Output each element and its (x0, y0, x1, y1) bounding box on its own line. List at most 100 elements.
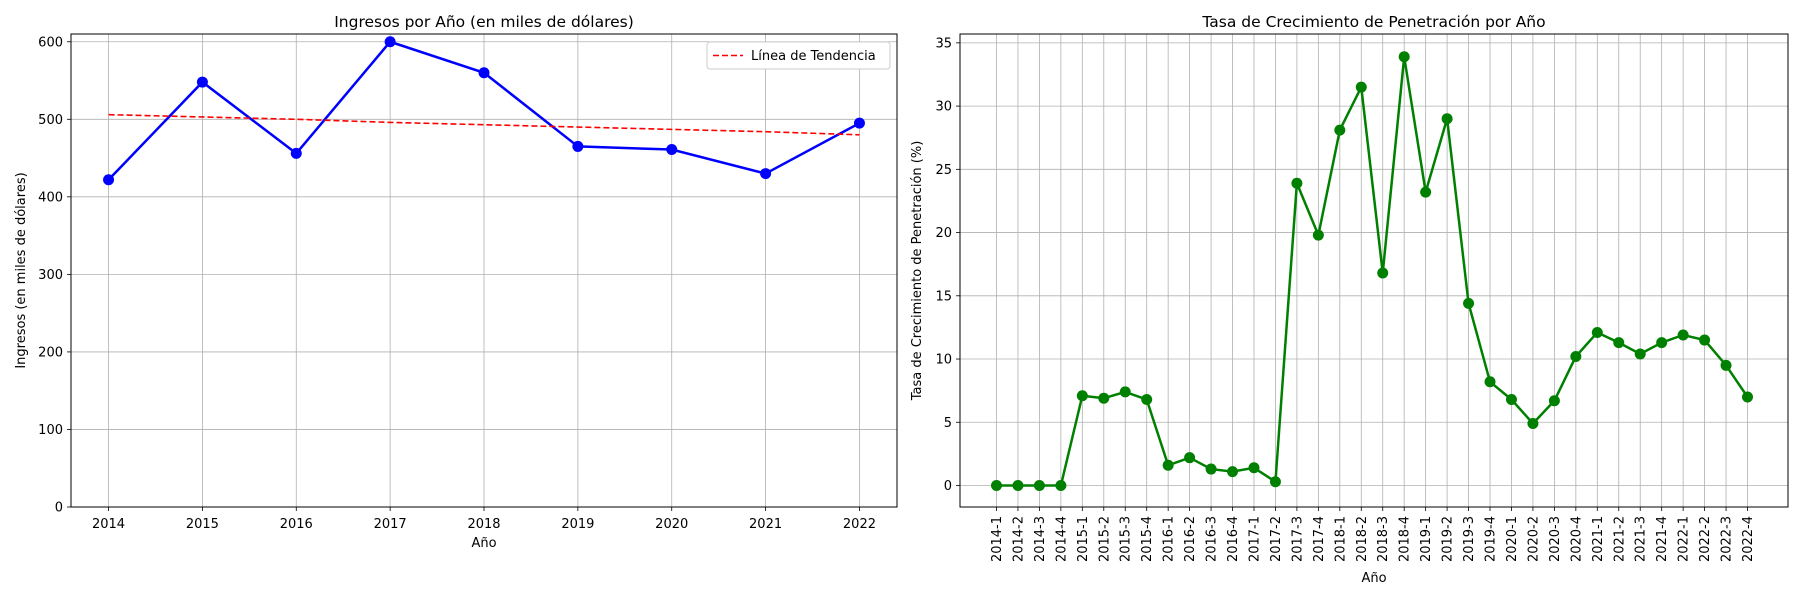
x-tick-label: 2022 (843, 517, 876, 532)
revenue-point (384, 36, 396, 48)
trend-line (108, 113, 860, 136)
y-tick-label: 500 (38, 113, 63, 128)
x-tick-label: 2016-4 (1226, 516, 1241, 562)
x-tick-label: 2017-3 (1290, 516, 1305, 562)
x-tick-label: 2014-3 (1033, 516, 1048, 562)
x-tick-label: 2015-2 (1097, 516, 1112, 562)
penetration-point (1463, 297, 1475, 309)
penetration-point (1184, 452, 1196, 464)
revenue-point (760, 168, 772, 180)
penetration-point (1398, 51, 1410, 63)
y-tick-label: 25 (935, 163, 952, 178)
legend: Línea de Tendencia (706, 41, 891, 70)
x-tick-label: 2016-3 (1205, 516, 1220, 562)
penetration-point (1312, 229, 1324, 241)
x-tick-label: 2022-2 (1698, 516, 1713, 562)
x-tick-label: 2021 (749, 517, 782, 532)
y-tick-label: 300 (38, 268, 63, 283)
chart-title: Tasa de Crecimiento de Penetración por A… (1201, 13, 1545, 31)
revenue-point (196, 76, 208, 88)
penetration-point (1076, 390, 1088, 402)
penetration-growth-chart: 2014-1 2014-2 2014-3 2014-4 2015-1 2015-2 2015… (910, 13, 1789, 586)
x-tick-label: 2019-1 (1419, 516, 1434, 562)
x-tick-label: 2017 (374, 517, 407, 532)
penetration-point (1141, 394, 1153, 405)
x-tick-label: 2019 (561, 517, 594, 532)
x-tick-label: 2017-1 (1247, 516, 1262, 562)
x-tick-label: 2022-3 (1720, 516, 1735, 562)
penetration-line (996, 56, 1749, 487)
x-tick-label: 2017-2 (1269, 516, 1284, 562)
penetration-point (1227, 466, 1239, 478)
revenue-point (853, 117, 865, 129)
x-axis-label: Año (1361, 571, 1386, 586)
x-tick-label: 2018-2 (1355, 516, 1370, 562)
revenue-point (666, 144, 678, 156)
penetration-point (1484, 376, 1496, 388)
penetration-point (1055, 480, 1067, 491)
y-axis-label: Tasa de Crecimiento de Penetración (%) (910, 141, 925, 402)
x-tick-label: 2019-4 (1484, 516, 1499, 562)
penetration-point (1613, 337, 1625, 349)
plot-frame (959, 33, 1789, 508)
x-tick-label: 2017-4 (1312, 516, 1327, 562)
chart-title: Ingresos por Año (en miles de dólares) (334, 13, 634, 31)
y-tick-label: 0 (55, 501, 63, 516)
y-tick-label: 200 (38, 345, 63, 360)
y-tick-label: 15 (935, 289, 952, 304)
x-tick-label: 2019-2 (1441, 516, 1456, 562)
penetration-point (1548, 395, 1560, 407)
y-tick-label: 0 (944, 479, 952, 494)
penetration-point (1205, 463, 1217, 475)
penetration-point (1334, 124, 1346, 136)
penetration-point (1377, 267, 1389, 279)
x-tick-label: 2016-1 (1162, 516, 1177, 562)
penetration-point (1033, 480, 1045, 491)
penetration-point (1591, 326, 1603, 338)
x-tick-label: 2020-1 (1505, 516, 1520, 562)
plot-frame (70, 33, 898, 508)
y-tick-label: 600 (38, 35, 63, 50)
revenue-point (290, 147, 302, 159)
penetration-point (1291, 177, 1303, 189)
penetration-point (1677, 329, 1689, 341)
x-tick-label: 2018 (467, 517, 500, 532)
y-tick-label: 35 (935, 36, 952, 51)
x-tick-label: 2015-4 (1140, 516, 1155, 562)
x-tick-label: 2020 (655, 517, 688, 532)
penetration-point (1634, 348, 1646, 360)
penetration-point (991, 480, 1002, 491)
x-tick-label: 2022-4 (1741, 516, 1756, 562)
penetration-point (1656, 337, 1668, 349)
x-tick-label: 2014-4 (1054, 516, 1069, 562)
revenue-chart: 2014 2015 2016 2017 2018 2019 2020 2021 2022 0 100… (14, 13, 898, 551)
legend-box (706, 41, 891, 70)
x-tick-label: 2016 (280, 517, 313, 532)
penetration-point (1720, 359, 1732, 371)
x-tick-label: 2016-2 (1183, 516, 1198, 562)
x-tick-label: 2015-1 (1076, 516, 1091, 562)
x-tick-label: 2021-4 (1655, 516, 1670, 562)
legend-label: Línea de Tendencia (751, 49, 876, 64)
x-tick-label: 2015 (186, 517, 219, 532)
y-tick-label: 400 (38, 190, 63, 205)
penetration-point (1162, 459, 1174, 471)
x-tick-label: 2022-1 (1677, 516, 1692, 562)
x-tick-label: 2014-2 (1011, 516, 1026, 562)
y-tick-label: 20 (935, 226, 952, 241)
penetration-point (1742, 391, 1753, 403)
penetration-point (1527, 418, 1539, 430)
y-tick-label: 10 (935, 353, 952, 368)
x-tick-label: 2014-1 (990, 516, 1005, 562)
penetration-point (1699, 334, 1711, 346)
x-tick-label: 2021-1 (1591, 516, 1606, 562)
x-tick-label: 2018-3 (1376, 516, 1391, 562)
x-tick-label: 2015-3 (1119, 516, 1134, 562)
x-tick-label: 2019-3 (1462, 516, 1477, 562)
penetration-point (1441, 113, 1453, 125)
revenue-point (572, 140, 584, 152)
revenue-point (103, 174, 115, 186)
penetration-point (1098, 392, 1110, 404)
x-tick-label: 2020-3 (1548, 516, 1563, 562)
